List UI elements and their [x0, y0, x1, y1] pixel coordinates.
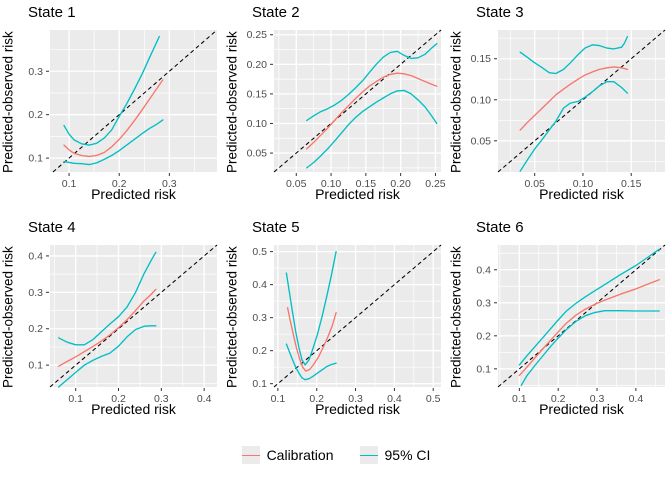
svg-text:0.1: 0.1	[476, 363, 491, 375]
svg-text:0.1: 0.1	[28, 360, 43, 372]
svg-text:0.2: 0.2	[112, 178, 127, 190]
svg-text:0.1: 0.1	[252, 378, 267, 390]
svg-text:0.15: 0.15	[471, 53, 492, 65]
x-axis-label: Predicted risk	[539, 401, 624, 417]
legend-item-calibration: Calibration	[241, 446, 334, 464]
svg-text:0.5: 0.5	[426, 393, 441, 405]
svg-text:0.4: 0.4	[387, 393, 402, 405]
svg-text:0.3: 0.3	[162, 178, 177, 190]
panel-title: State 1	[28, 4, 76, 21]
svg-text:0.4: 0.4	[252, 279, 267, 291]
x-axis-label: Predicted risk	[315, 186, 400, 202]
svg-text:0.1: 0.1	[512, 393, 527, 405]
panel-state-5: State 5 Predicted-observed risk 0.1 0.2 0.…	[224, 215, 448, 430]
svg-text:0.10: 0.10	[247, 118, 268, 130]
svg-text:0.3: 0.3	[28, 66, 43, 78]
panel-state-2: State 2 Predicted-observed risk 0.05 0.10…	[224, 0, 448, 215]
x-axis-label: Predicted risk	[539, 186, 624, 202]
plot-area: 0.1 0.2 0.3 0.4 0.5 0.1 0.2 0.3 0.4 0.5	[252, 244, 442, 405]
calibration-line-icon	[241, 454, 260, 456]
svg-text:0.10: 0.10	[573, 178, 594, 190]
svg-text:0.4: 0.4	[476, 264, 491, 276]
svg-text:0.2: 0.2	[111, 393, 126, 405]
svg-text:0.15: 0.15	[356, 178, 377, 190]
x-axis-label: Predicted risk	[91, 401, 176, 417]
svg-text:0.10: 0.10	[471, 94, 492, 106]
facet-grid: State 1 Predicted-observed risk 0.1 0.2 0.…	[0, 0, 672, 430]
plot-area: 0.05 0.10 0.15 0.05 0.10 0.15	[471, 29, 666, 190]
panel-state-6: State 6 Predicted-observed risk 0.1 0.2 0.…	[448, 215, 672, 430]
svg-text:0.2: 0.2	[476, 330, 491, 342]
panel-title: State 3	[476, 4, 524, 21]
legend: Calibration 95% CI	[0, 430, 672, 480]
plot-area: 0.1 0.2 0.3 0.4 0.1 0.2 0.3 0.4	[28, 244, 218, 405]
panel-title: State 6	[476, 219, 524, 236]
svg-text:0.05: 0.05	[524, 178, 545, 190]
plot-area: 0.1 0.2 0.3 0.4 0.1 0.2 0.3 0.4	[476, 244, 666, 405]
svg-text:0.25: 0.25	[247, 29, 268, 41]
svg-text:0.4: 0.4	[28, 250, 43, 262]
svg-text:0.05: 0.05	[247, 148, 268, 160]
svg-text:0.3: 0.3	[590, 393, 605, 405]
svg-text:0.2: 0.2	[551, 393, 566, 405]
svg-text:0.4: 0.4	[197, 393, 212, 405]
legend-key-swatch	[241, 446, 260, 464]
svg-text:0.20: 0.20	[247, 59, 268, 71]
svg-text:0.3: 0.3	[154, 393, 169, 405]
svg-text:0.3: 0.3	[476, 297, 491, 309]
panel-state-4: State 4 Predicted-observed risk 0.1 0.2 0.…	[0, 215, 224, 430]
svg-text:0.4: 0.4	[629, 393, 644, 405]
svg-text:0.15: 0.15	[247, 88, 268, 100]
plot-area: 0.1 0.2 0.3 0.1 0.2 0.3	[28, 29, 218, 190]
x-axis-label: Predicted risk	[91, 186, 176, 202]
svg-text:0.1: 0.1	[68, 393, 83, 405]
svg-text:0.20: 0.20	[390, 178, 411, 190]
svg-text:0.2: 0.2	[28, 323, 43, 335]
svg-text:0.05: 0.05	[286, 178, 307, 190]
svg-text:0.05: 0.05	[471, 135, 492, 147]
x-axis-label: Predicted risk	[315, 401, 400, 417]
panel-title: State 5	[252, 219, 300, 236]
legend-label: Calibration	[266, 447, 334, 463]
ci-line-icon	[359, 454, 378, 456]
svg-text:0.1: 0.1	[28, 153, 43, 165]
svg-text:0.2: 0.2	[28, 109, 43, 121]
panel-title: State 4	[28, 219, 76, 236]
panel-state-3: State 3 Predicted-observed risk 0.05 0.10…	[448, 0, 672, 215]
svg-text:0.1: 0.1	[271, 393, 286, 405]
svg-text:0.15: 0.15	[621, 178, 642, 190]
panel-title: State 2	[252, 4, 300, 21]
svg-text:0.3: 0.3	[252, 312, 267, 324]
panel-state-1: State 1 Predicted-observed risk 0.1 0.2 0.…	[0, 0, 224, 215]
svg-text:0.10: 0.10	[321, 178, 342, 190]
legend-item-ci: 95% CI	[359, 446, 431, 464]
legend-key-swatch	[359, 446, 378, 464]
svg-text:0.25: 0.25	[425, 178, 446, 190]
svg-text:0.1: 0.1	[62, 178, 77, 190]
legend-label: 95% CI	[384, 447, 431, 463]
svg-text:0.3: 0.3	[348, 393, 363, 405]
svg-text:0.5: 0.5	[252, 246, 267, 258]
svg-text:0.2: 0.2	[309, 393, 324, 405]
svg-text:0.3: 0.3	[28, 287, 43, 299]
svg-text:0.2: 0.2	[252, 345, 267, 357]
plot-area: 0.05 0.10 0.15 0.20 0.25 0.05 0.10 0.15 0.20 0.25	[247, 29, 446, 190]
